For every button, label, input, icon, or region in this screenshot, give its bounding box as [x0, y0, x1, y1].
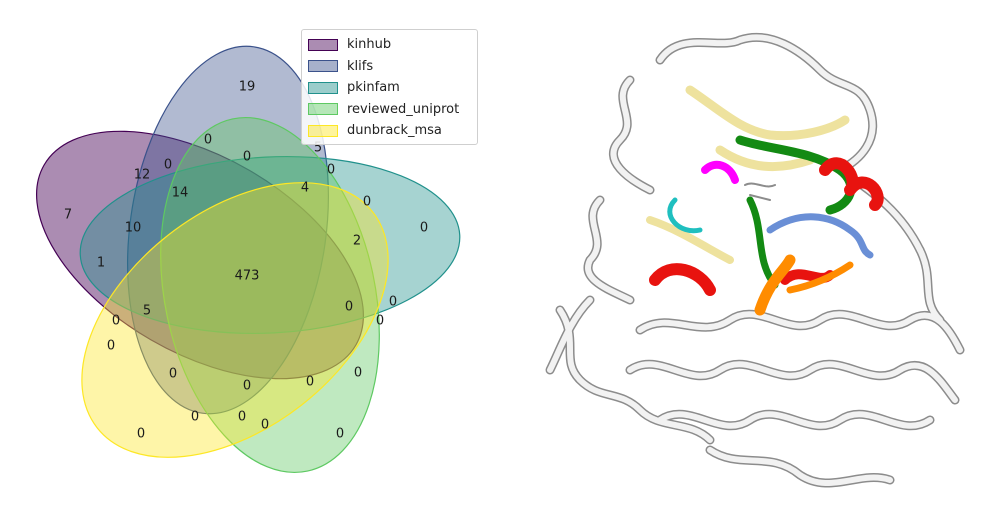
- region-count: 1: [97, 256, 105, 271]
- region-count: 0: [112, 314, 120, 329]
- region-count: 4: [301, 181, 309, 196]
- region-count: 2: [353, 234, 361, 249]
- ellipse-reviewed-uniprot: [160, 116, 380, 474]
- legend-item-kinhub: kinhub: [308, 34, 471, 56]
- region-count: 0: [243, 150, 251, 165]
- region-count: 0: [306, 375, 314, 390]
- ellipse-dunbrack-msa: [81, 182, 389, 458]
- legend-swatch: [308, 81, 338, 94]
- region-count: 0: [169, 367, 177, 382]
- region-count: 0: [345, 300, 353, 315]
- legend-label: reviewed_uniprot: [347, 101, 460, 117]
- legend-label: dunbrack_msa: [347, 123, 442, 139]
- region-count: 0: [107, 339, 115, 354]
- region-count: 0: [336, 427, 344, 442]
- region-count: 0: [164, 158, 172, 173]
- region-count: 473: [235, 269, 260, 284]
- legend-swatch: [308, 60, 338, 73]
- region-count: 0: [204, 133, 212, 148]
- legend-item-klifs: klifs: [308, 56, 471, 78]
- ellipse-pkinfam: [79, 155, 461, 335]
- region-count: 0: [243, 379, 251, 394]
- ellipse-klifs: [126, 45, 330, 415]
- region-count: 0: [389, 295, 397, 310]
- legend-swatch: [308, 38, 338, 51]
- region-count: 10: [125, 221, 142, 236]
- legend-item-reviewed-uniprot: reviewed_uniprot: [308, 99, 471, 121]
- region-count: 0: [354, 366, 362, 381]
- region-count: 19: [239, 80, 256, 95]
- region-count: 0: [191, 410, 199, 425]
- venn-diagram: 19 0 0 5 0 12 0 4 14 0 7 10 2 0 1 473 0 …: [35, 45, 461, 474]
- region-count: 5: [143, 304, 151, 319]
- region-count: 0: [376, 314, 384, 329]
- legend: kinhub klifs pkinfam reviewed_uniprot du…: [301, 29, 478, 145]
- legend-item-dunbrack-msa: dunbrack_msa: [308, 120, 471, 142]
- kinase-structure-image: [545, 32, 965, 488]
- region-count: 0: [238, 410, 246, 425]
- region-count: 0: [261, 418, 269, 433]
- region-count: 0: [137, 427, 145, 442]
- legend-item-pkinfam: pkinfam: [308, 77, 471, 99]
- region-count: 0: [420, 221, 428, 236]
- region-count: 12: [134, 168, 151, 183]
- region-count: 0: [363, 195, 371, 210]
- legend-label: klifs: [347, 58, 374, 74]
- region-count: 14: [172, 186, 189, 201]
- legend-label: pkinfam: [347, 80, 400, 96]
- region-count: 0: [327, 163, 335, 178]
- ellipse-kinhub: [35, 130, 365, 380]
- region-count: 5: [314, 141, 322, 156]
- region-count: 7: [64, 208, 72, 223]
- legend-swatch: [308, 124, 338, 137]
- legend-swatch: [308, 103, 338, 116]
- legend-label: kinhub: [347, 37, 392, 53]
